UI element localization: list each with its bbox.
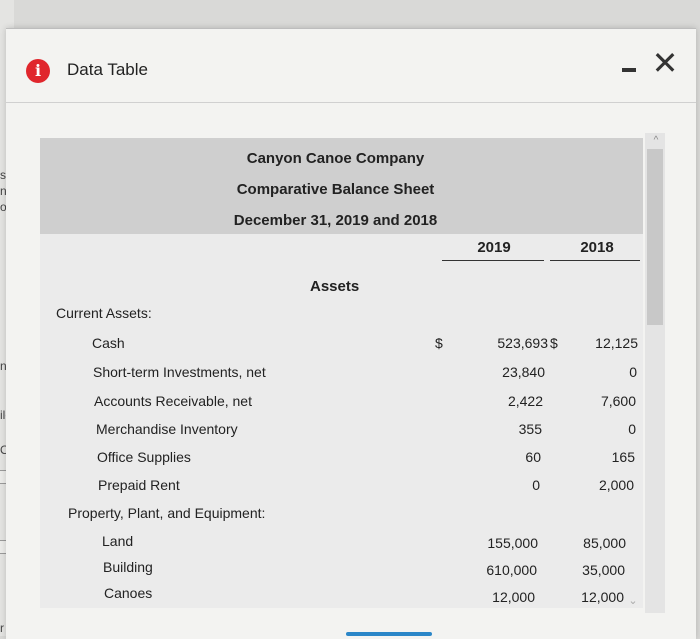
scroll-up-arrow[interactable]: ^ [653,135,659,146]
value-2019: 610,000 [486,562,537,578]
currency-symbol: $ [550,335,558,351]
category-current-assets: Current Assets: [56,305,152,321]
value-2018: 2,000 [598,477,634,493]
column-underline [442,260,544,261]
category-ppe: Property, Plant, and Equipment: [68,505,266,521]
dialog-title: Data Table [67,60,148,79]
row-label: Merchandise Inventory [96,421,238,437]
background-fragment: o [0,200,7,214]
data-table-dialog: i Data Table ✕ Canyon Canoe Company Comp… [6,28,696,639]
value-2018: 35,000 [582,562,625,578]
column-header-2019: 2019 [477,239,511,256]
value-2018: 85,000 [583,535,626,551]
statement-date: December 31, 2019 and 2018 [233,212,438,229]
scroll-down-arrow[interactable]: ⌄ [628,595,638,607]
value-2019: 12,000 [492,589,535,605]
value-2018: 12,125 [595,335,638,351]
column-header-2018: 2018 [580,239,614,256]
row-label: Prepaid Rent [98,477,180,493]
value-2019: 523,693 [497,335,548,351]
value-2018: 0 [628,421,636,437]
value-2018: 7,600 [600,393,636,409]
value-2019: 23,840 [502,364,545,380]
value-2018: 165 [611,449,635,465]
statement-name: Comparative Balance Sheet [236,181,435,198]
background-fragment: s [0,168,6,182]
value-2019: 155,000 [487,535,538,551]
balance-sheet-panel: Canyon Canoe Company Comparative Balance… [40,138,643,608]
titlebar-divider [6,102,696,103]
row-label: Canoes [104,585,153,601]
row-label: Land [102,533,134,549]
row-label: Cash [92,335,125,351]
dialog-titlebar: i Data Table ✕ [6,29,696,103]
value-2019: 0 [532,477,540,493]
row-label: Short-term Investments, net [93,364,266,380]
row-label: Accounts Receivable, net [94,393,252,409]
value-2018: 12,000 [581,589,624,605]
close-button[interactable]: ✕ [651,44,679,82]
bottom-indicator [346,632,432,636]
value-2019: 355 [518,421,542,437]
statement-header [40,138,643,234]
background-fragment: n [0,184,7,198]
value-2018: 0 [629,364,637,380]
value-2019: 2,422 [507,393,543,409]
scroll-thumb[interactable] [647,149,663,325]
info-icon: i [26,59,50,83]
row-label: Office Supplies [97,449,191,465]
company-name: Canyon Canoe Company [246,150,425,167]
minimize-button[interactable] [618,54,640,78]
value-2019: 60 [525,449,541,465]
currency-symbol: $ [435,335,443,351]
column-underline [550,260,640,261]
section-heading-assets: Assets [310,278,360,295]
vertical-scrollbar[interactable] [645,133,665,613]
row-label: Building [103,559,153,575]
